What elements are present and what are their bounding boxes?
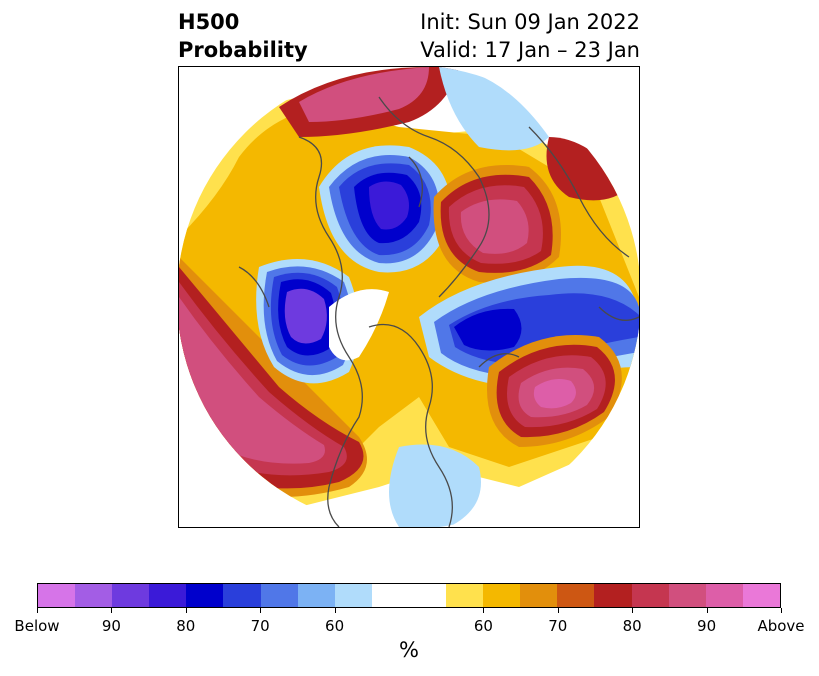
- colorbar-segment: [594, 584, 632, 607]
- colorbar-tick-label: 60: [325, 617, 345, 635]
- colorbar-tick-label: 70: [250, 617, 270, 635]
- colorbar-tick-mark: [111, 608, 113, 613]
- chart-title: H500 Probability: [178, 8, 308, 64]
- colorbar-tick-mark: [260, 608, 262, 613]
- colorbar-tick-mark: [632, 608, 634, 613]
- colorbar-segment: [408, 584, 447, 607]
- valid-range: Valid: 17 Jan – 23 Jan: [420, 38, 640, 62]
- colorbar-tick-label: 90: [101, 617, 121, 635]
- probability-map: [178, 66, 640, 528]
- colorbar-segment: [186, 584, 224, 607]
- map-svg: [179, 67, 639, 527]
- colorbar-tick-mark: [185, 608, 187, 613]
- colorbar-segment: [260, 584, 298, 607]
- anomaly-field: [179, 67, 639, 527]
- colorbar-tick-mark: [557, 608, 559, 613]
- colorbar-tick-label: Above: [757, 617, 805, 635]
- colorbar-segment: [668, 584, 706, 607]
- colorbar-tick-label: Below: [14, 617, 60, 635]
- colorbar-tick-mark: [781, 608, 782, 613]
- init-date: Init: Sun 09 Jan 2022: [420, 10, 640, 34]
- colorbar-tick-mark: [483, 608, 485, 613]
- colorbar-segment: [371, 584, 409, 607]
- colorbar: [37, 583, 781, 608]
- colorbar-segment: [149, 584, 187, 607]
- colorbar-tick-mark: [334, 608, 336, 613]
- colorbar-segment: [38, 584, 76, 607]
- title-line2: Probability: [178, 38, 308, 62]
- colorbar-tick-label: 80: [176, 617, 196, 635]
- colorbar-tick-label: 60: [473, 617, 493, 635]
- colorbar-tick-mark: [37, 608, 38, 613]
- colorbar-segment: [297, 584, 335, 607]
- colorbar-tick-label: 80: [622, 617, 642, 635]
- units-label: %: [399, 638, 419, 662]
- colorbar-segment: [520, 584, 558, 607]
- colorbar-segment: [334, 584, 372, 607]
- colorbar-segment: [742, 584, 780, 607]
- colorbar-segment: [483, 584, 521, 607]
- colorbar-segment: [557, 584, 595, 607]
- colorbar-segment: [223, 584, 261, 607]
- colorbar-tick-mark: [706, 608, 708, 613]
- colorbar-segment: [112, 584, 150, 607]
- colorbar-tick-label: 70: [548, 617, 568, 635]
- colorbar-segment: [631, 584, 669, 607]
- date-info: Init: Sun 09 Jan 2022 Valid: 17 Jan – 23…: [420, 8, 640, 64]
- colorbar-segment: [75, 584, 113, 607]
- colorbar-segment: [446, 584, 484, 607]
- colorbar-tick-label: 90: [697, 617, 717, 635]
- colorbar-segment: [705, 584, 743, 607]
- title-line1: H500: [178, 10, 240, 34]
- coastlines: [238, 96, 639, 527]
